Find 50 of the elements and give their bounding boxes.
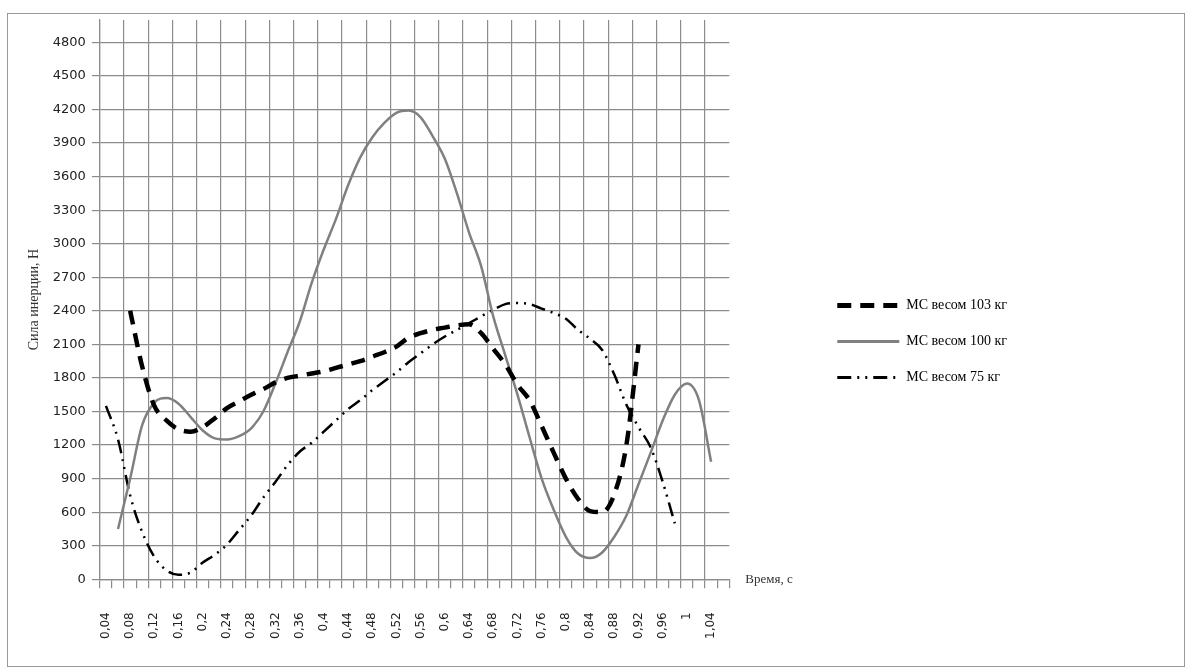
x-tick-label: 0,68: [485, 612, 500, 639]
x-tick-label: 0,48: [364, 612, 379, 639]
legend-label: МС весом 103 кг: [906, 297, 1008, 313]
x-tick-label: 0,28: [243, 612, 258, 639]
x-axis-title: Время, с: [745, 570, 793, 586]
x-tick-label: 0,04: [98, 612, 113, 639]
y-tick-label: 1800: [52, 369, 86, 385]
x-tick-label: 0,32: [267, 612, 282, 639]
x-tick-label: 1: [679, 612, 694, 620]
line-series: [127, 308, 641, 515]
x-tick-label: 0,12: [146, 612, 161, 639]
line-series: [104, 301, 677, 577]
x-tick-label: 0,52: [388, 612, 403, 639]
y-tick-label: 600: [61, 503, 86, 519]
y-tick-label: 3600: [52, 167, 86, 183]
y-tick-label: 3300: [52, 201, 86, 217]
x-tick-label: 0,76: [533, 612, 548, 639]
x-tick-label: 0,56: [412, 612, 427, 639]
y-tick-label: 900: [61, 469, 86, 485]
x-tick-label: 0,64: [461, 612, 476, 639]
legend-label: МС весом 100 кг: [906, 333, 1008, 349]
x-tick-label: 0,24: [219, 612, 234, 639]
x-tick-label: 1,04: [703, 612, 718, 639]
x-tick-label: 0,6: [436, 612, 451, 632]
y-tick-label: 1500: [52, 402, 86, 418]
y-tick-label: 2100: [52, 335, 86, 351]
y-tick-label: 0: [77, 570, 86, 586]
y-tick-label: 4800: [52, 33, 86, 49]
x-tick-label: 0,96: [654, 612, 669, 639]
x-tick-label: 0,44: [340, 612, 355, 639]
y-tick-label: 4200: [52, 100, 86, 116]
y-axis-title: Сила инерции, Н: [26, 248, 42, 351]
x-tick-label: 0,08: [122, 612, 137, 639]
y-tick-label: 3900: [52, 134, 86, 150]
y-tick-label: 4500: [52, 67, 86, 83]
y-tick-label: 2400: [52, 302, 86, 318]
y-tick-label: 3000: [52, 235, 86, 251]
x-tick-label: 0,92: [630, 612, 645, 639]
y-tick-label: 2700: [52, 268, 86, 284]
legend-label: МС весом 75 кг: [906, 369, 1001, 385]
x-tick-label: 0,8: [558, 612, 572, 632]
x-tick-label: 0,72: [509, 612, 524, 639]
x-tick-label: 0,4: [315, 612, 330, 632]
x-tick-label: 0,88: [606, 612, 621, 639]
x-tick-label: 0,84: [582, 612, 597, 639]
y-tick-label: 1200: [52, 436, 86, 452]
x-tick-label: 0,36: [291, 612, 306, 639]
y-tick-label: 300: [61, 537, 86, 553]
x-tick-label: 0,2: [194, 612, 209, 632]
x-tick-label: 0,16: [170, 612, 185, 639]
